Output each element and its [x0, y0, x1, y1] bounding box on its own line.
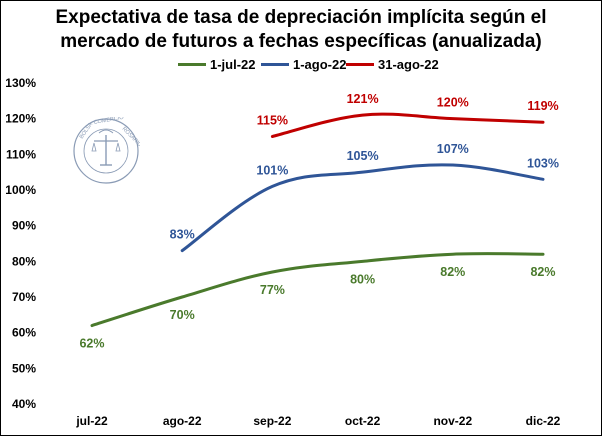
chart-title-line-2: mercado de futuros a fechas específicas …	[60, 31, 542, 52]
data-label: 105%	[347, 149, 379, 163]
svg-text:COMERCIO: COMERCIO	[93, 117, 125, 126]
data-label: 77%	[260, 283, 285, 297]
legend-swatch	[346, 63, 374, 66]
y-tick-label: 70%	[12, 290, 36, 304]
data-label: 62%	[79, 337, 104, 351]
data-label: 101%	[256, 163, 288, 177]
legend-label: 1-ago-22	[293, 57, 347, 72]
data-label: 70%	[170, 308, 195, 322]
x-axis: jul-22 ago-22 sep-22 oct-22 nov-22 dic-22	[75, 414, 560, 428]
legend-swatch	[178, 63, 206, 66]
legend-item-series-2: 1-ago-22	[261, 57, 346, 72]
data-label: 83%	[170, 228, 195, 242]
legend-item-series-3: 31-ago-22	[346, 57, 439, 72]
data-label: 115%	[257, 114, 288, 128]
data-label: 119%	[527, 99, 558, 113]
y-tick-label: 80%	[12, 254, 36, 268]
data-label: 80%	[350, 272, 375, 286]
y-tick-label: 120%	[5, 112, 36, 126]
x-tick-label: jul-22	[75, 414, 108, 428]
data-label: 82%	[440, 265, 465, 279]
data-label: 103%	[527, 156, 559, 170]
series-line-3	[270, 112, 545, 138]
y-tick-label: 100%	[5, 183, 36, 197]
legend-label: 31-ago-22	[378, 57, 439, 72]
data-label: 121%	[347, 92, 379, 106]
y-tick-label: 90%	[12, 219, 36, 233]
x-tick-label: ago-22	[163, 414, 202, 428]
y-axis: 40% 50% 60% 70% 80% 90% 100% 110% 120% 130%	[5, 76, 36, 411]
y-tick-label: 50%	[12, 361, 36, 375]
x-tick-label: sep-22	[253, 414, 291, 428]
series-line-2	[180, 163, 545, 253]
x-tick-label: nov-22	[433, 414, 472, 428]
legend-swatch	[261, 63, 289, 66]
data-label: 107%	[437, 142, 469, 156]
series-lines	[90, 112, 545, 328]
data-label: 82%	[530, 265, 555, 279]
chart-legend: 1-jul-22 1-ago-22 31-ago-22	[0, 57, 602, 77]
bolsa-de-comercio-seal-logo: BOLSA COMERCIO ROSARIO	[73, 117, 140, 184]
y-tick-label: 110%	[6, 147, 36, 161]
y-tick-label: 130%	[5, 76, 36, 90]
data-labels: 62% 70% 77% 80% 82% 82% 83% 101% 105% 107% 103% 115…	[79, 92, 559, 350]
legend-label: 1-jul-22	[210, 57, 256, 72]
y-tick-label: 60%	[12, 326, 36, 340]
x-tick-label: dic-22	[526, 414, 561, 428]
series-line-1	[90, 252, 545, 328]
legend-item-series-1: 1-jul-22	[178, 57, 256, 72]
chart-title-line-1: Expectativa de tasa de depreciación impl…	[55, 7, 547, 28]
chart-title: Expectativa de tasa de depreciación impl…	[0, 6, 602, 54]
y-tick-label: 40%	[12, 397, 36, 411]
data-label: 120%	[437, 96, 469, 110]
x-tick-label: oct-22	[345, 414, 381, 428]
